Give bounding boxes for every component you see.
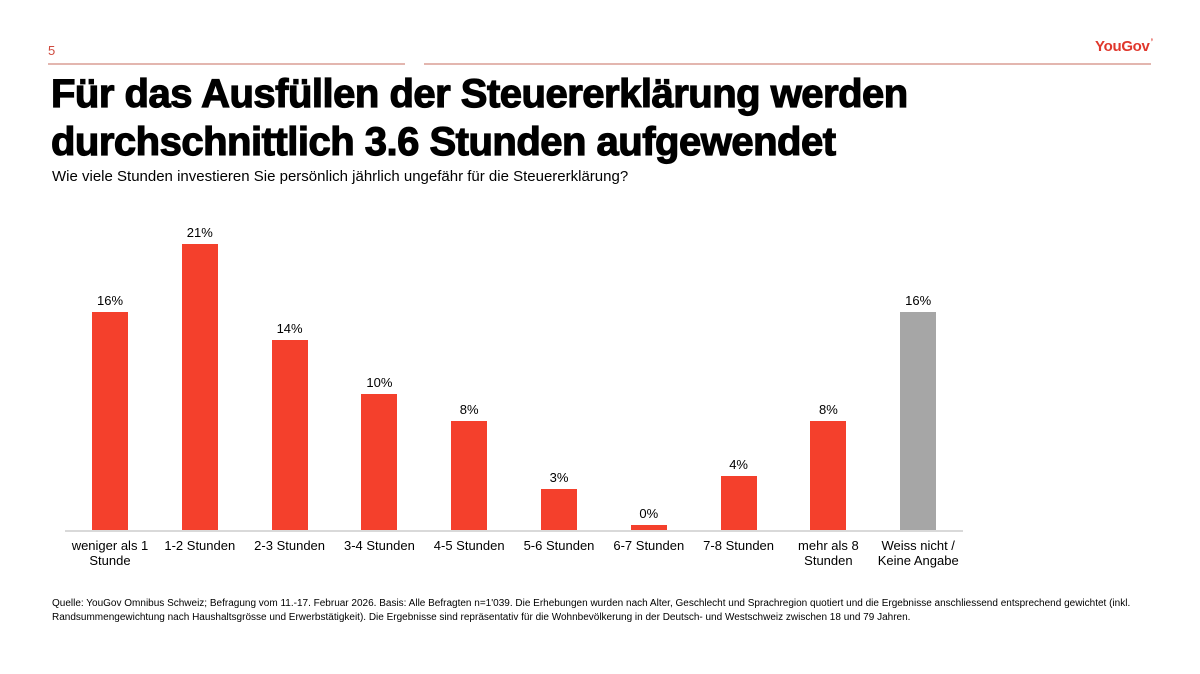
bar-value-label: 21% — [186, 225, 213, 241]
bar-column: 0% — [604, 218, 694, 530]
bar — [451, 421, 488, 530]
bar-column: 14% — [245, 218, 335, 530]
bar — [271, 339, 308, 530]
header-rule-right — [424, 63, 1151, 65]
header-rule-left — [48, 63, 405, 65]
bar-value-label: 14% — [276, 320, 303, 336]
bar — [900, 312, 937, 530]
survey-question: Wie viele Stunden investieren Sie persön… — [52, 168, 629, 185]
bar-column: 8% — [783, 218, 873, 530]
bar-column: 16% — [65, 218, 155, 530]
bar-column: 21% — [155, 218, 245, 530]
bar — [361, 394, 398, 530]
bar — [630, 525, 667, 530]
bar-column: 8% — [424, 218, 514, 530]
source-note-line-2: Randsummengewichtung nach Haushaltsgröss… — [52, 612, 911, 623]
bar-category-label: 6-7 Stunden — [613, 538, 685, 553]
bar-category-label: 1-2 Stunden — [164, 538, 236, 553]
bar-column: 10% — [334, 218, 424, 530]
bar-category-label: 2-3 Stunden — [254, 538, 326, 553]
bar-column: 16% — [873, 218, 963, 530]
source-note-line-1: Quelle: YouGov Omnibus Schweiz; Befragun… — [52, 598, 1131, 609]
bar-column: 3% — [514, 218, 604, 530]
x-axis-line — [65, 530, 963, 532]
yougov-logo-text: YouGov — [1095, 38, 1150, 55]
bar-category-label: mehr als 8 Stunden — [798, 538, 859, 568]
page-number: 5 — [48, 43, 56, 58]
slide-title: Für das Ausfüllen der Steuererklärung we… — [50, 71, 908, 164]
bar-category-label: Weiss nicht / Keine Angabe — [877, 538, 959, 568]
bar-value-label: 10% — [366, 375, 393, 390]
source-note: Quelle: YouGov Omnibus Schweiz; Befragun… — [52, 597, 1187, 625]
bar-value-label: 16% — [96, 293, 124, 309]
bar-value-label: 16% — [905, 293, 932, 309]
bar — [541, 489, 577, 530]
bar-value-label: 8% — [459, 402, 479, 418]
bar-column: 4% — [694, 218, 784, 530]
bar-category-label: 5-6 Stunden — [523, 538, 595, 553]
bar-category-label: 4-5 Stunden — [433, 538, 505, 553]
bar-value-label: 8% — [818, 402, 838, 418]
bar-category-label: 3-4 Stunden — [343, 538, 415, 553]
bar — [92, 312, 128, 530]
bar-value-label: 3% — [549, 470, 569, 486]
bar-value-label: 0% — [639, 506, 659, 521]
bar — [720, 475, 757, 530]
bar-value-label: 4% — [729, 456, 748, 472]
yougov-logo: YouGov’ — [1095, 37, 1154, 55]
bar — [181, 244, 218, 530]
bar-category-label: weniger als 1 Stunde — [71, 538, 149, 568]
yougov-logo-tick-icon: ’ — [1150, 37, 1154, 47]
bar — [810, 421, 847, 530]
bar-category-label: 7-8 Stunden — [703, 538, 775, 553]
